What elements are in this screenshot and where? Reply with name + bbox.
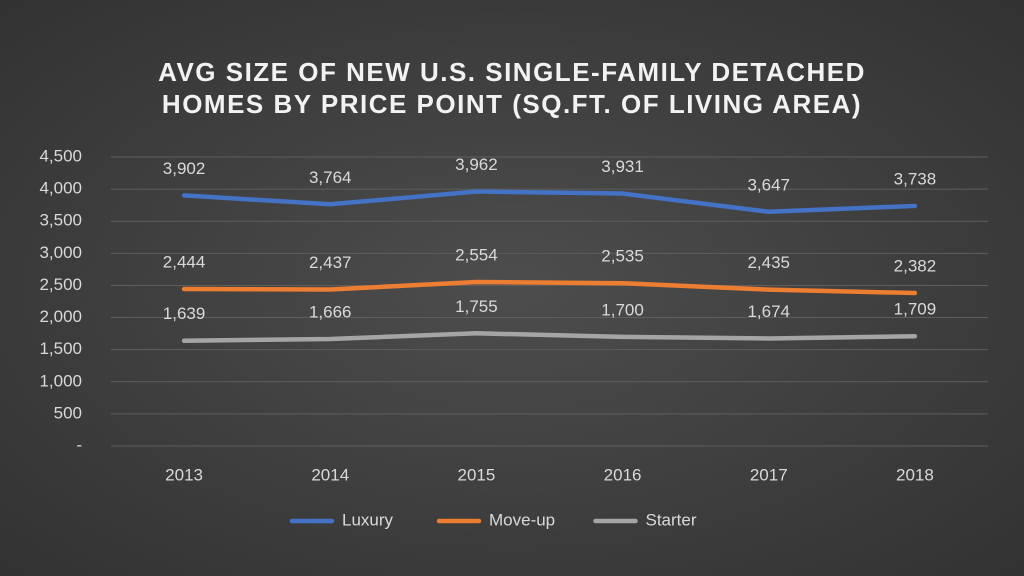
x-tick-label: 2017 [750, 465, 788, 484]
data-label: 1,709 [894, 300, 937, 319]
y-tick-label: 3,000 [39, 243, 82, 262]
x-tick-label: 2014 [311, 465, 349, 484]
y-tick-label: 3,500 [39, 211, 82, 230]
y-tick-label: 4,000 [39, 179, 82, 198]
y-tick-label: 2,000 [39, 307, 82, 326]
y-tick-label: 1,000 [39, 371, 82, 390]
chart-title: AVG SIZE OF NEW U.S. SINGLE-FAMILY DETAC… [158, 57, 866, 119]
y-tick-label: 500 [54, 403, 82, 422]
data-label: 2,535 [601, 247, 644, 266]
x-tick-label: 2018 [896, 465, 934, 484]
x-tick-label: 2013 [165, 465, 203, 484]
data-label: 2,444 [163, 253, 206, 272]
data-label: 3,647 [747, 175, 790, 194]
legend-label: Starter [646, 510, 697, 529]
x-tick-label: 2015 [458, 465, 496, 484]
data-label: 2,554 [455, 245, 498, 264]
legend-label: Luxury [342, 510, 394, 529]
data-label: 2,437 [309, 253, 352, 272]
data-label: 1,755 [455, 297, 498, 316]
data-label: 3,902 [163, 159, 206, 178]
series-line [181, 189, 918, 215]
y-tick-label: 4,500 [39, 146, 82, 165]
series-line [181, 279, 918, 296]
y-tick-label: - [76, 435, 82, 454]
y-tick-label: 1,500 [39, 339, 82, 358]
data-label: 3,738 [894, 169, 937, 188]
data-label: 3,764 [309, 168, 352, 187]
data-label: 2,382 [894, 257, 937, 276]
data-label: 1,666 [309, 302, 352, 321]
series-line [181, 331, 918, 343]
x-tick-label: 2016 [604, 465, 642, 484]
y-tick-label: 2,500 [39, 275, 82, 294]
legend-label: Move-up [489, 510, 555, 529]
data-label: 2,435 [747, 253, 790, 272]
data-label: 1,700 [601, 300, 644, 319]
data-label: 1,674 [747, 302, 790, 321]
data-label: 1,639 [163, 304, 206, 323]
data-label: 3,962 [455, 155, 498, 174]
data-label: 3,931 [601, 157, 644, 176]
